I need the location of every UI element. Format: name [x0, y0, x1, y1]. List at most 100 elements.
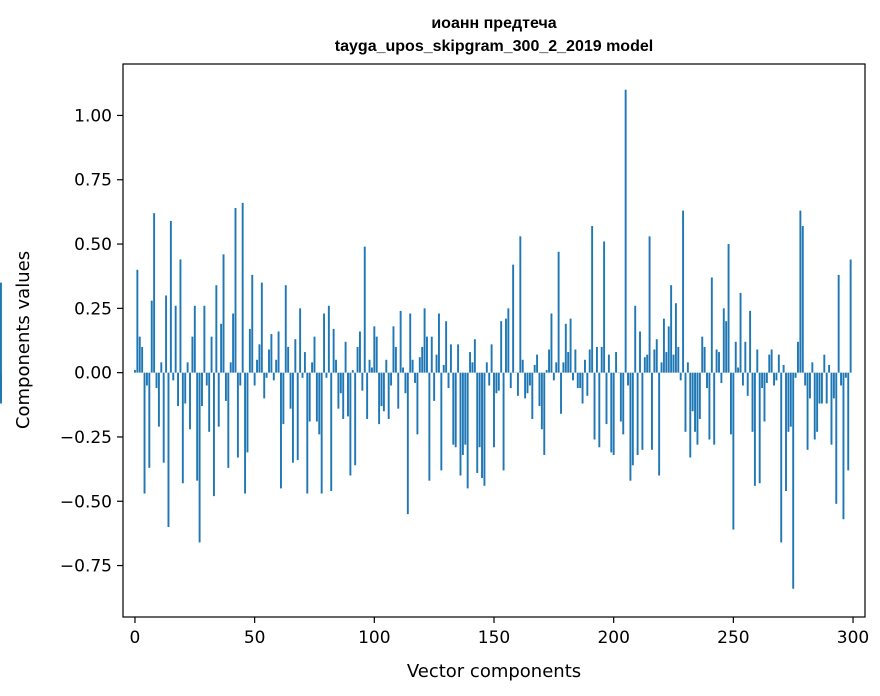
- bar: [581, 372, 584, 404]
- bar: [454, 372, 457, 448]
- bar: [679, 372, 682, 381]
- bar: [560, 372, 562, 414]
- y-tick-label: 0.00: [74, 364, 112, 384]
- bar: [576, 372, 579, 389]
- y-tick-label: 1.00: [74, 106, 112, 126]
- bar: [313, 336, 316, 373]
- bar: [837, 274, 840, 373]
- bar: [763, 372, 766, 422]
- bar: [627, 372, 629, 386]
- bar: [828, 364, 831, 373]
- bar: [485, 362, 488, 373]
- bar: [277, 331, 280, 373]
- bar: [442, 364, 445, 373]
- bar: [370, 367, 373, 373]
- bar: [849, 259, 852, 373]
- bar: [516, 372, 519, 396]
- y-axis-ticks: −0.75 −0.50 −0.25 0.00 0.25 0.50 0.75 1.00: [60, 106, 123, 577]
- bar: [301, 372, 304, 378]
- bar: [799, 210, 802, 373]
- bar: [552, 372, 555, 381]
- bar: [179, 259, 182, 373]
- bar: [746, 372, 749, 396]
- chart-subtitle: tayga_upos_skipgram_300_2_2019 model: [335, 38, 653, 55]
- bar: [703, 346, 706, 373]
- bar: [406, 372, 409, 515]
- bar: [847, 372, 850, 471]
- bar: [651, 372, 653, 450]
- bar: [234, 208, 237, 373]
- bar: [375, 336, 378, 373]
- bar: [162, 372, 165, 463]
- bar: [562, 362, 565, 373]
- bar: [227, 372, 230, 468]
- bar: [378, 372, 381, 425]
- bar: [662, 318, 665, 373]
- bar: [244, 372, 247, 494]
- bar: [820, 372, 823, 404]
- bar: [268, 349, 270, 373]
- bar: [342, 372, 345, 419]
- bar: [191, 336, 194, 373]
- bar: [196, 372, 199, 481]
- bar: [359, 331, 361, 373]
- bar: [610, 372, 613, 453]
- bar: [600, 346, 603, 373]
- bar: [658, 372, 661, 476]
- bar: [440, 372, 443, 471]
- bar: [555, 362, 558, 373]
- bar: [222, 254, 225, 373]
- bar: [459, 372, 462, 476]
- bar: [155, 372, 158, 389]
- bar: [545, 370, 548, 373]
- bar: [339, 372, 342, 394]
- bar: [521, 359, 524, 373]
- bar: [696, 372, 699, 445]
- bar: [217, 372, 220, 427]
- bar: [646, 354, 649, 373]
- bar: [686, 362, 689, 373]
- bar: [823, 354, 826, 373]
- bar: [471, 362, 474, 373]
- bar: [445, 321, 448, 373]
- bar: [426, 336, 428, 373]
- bar: [653, 349, 656, 373]
- x-tick-label: 50: [244, 628, 266, 648]
- bar: [744, 341, 747, 373]
- bar: [258, 344, 261, 373]
- bar: [150, 300, 153, 373]
- bar: [272, 372, 275, 381]
- bar: [536, 354, 539, 373]
- bar: [380, 372, 383, 407]
- bar: [236, 372, 239, 458]
- bar: [457, 344, 460, 373]
- bar: [495, 372, 498, 394]
- bar: [169, 220, 172, 373]
- bar: [404, 372, 407, 394]
- bar: [730, 372, 732, 435]
- bar: [172, 372, 175, 381]
- bar: [287, 346, 290, 373]
- bar: [473, 339, 476, 373]
- y-axis-label: Components values: [13, 251, 34, 429]
- bar: [210, 336, 213, 373]
- bar: [801, 226, 804, 373]
- bar: [165, 295, 168, 373]
- bar: [706, 372, 708, 389]
- y-tick-label: −0.25: [60, 428, 112, 448]
- bar: [502, 372, 505, 471]
- bar: [478, 372, 481, 448]
- bar: [481, 372, 483, 479]
- bar: [825, 372, 828, 404]
- bar: [641, 372, 644, 450]
- bar: [533, 364, 536, 373]
- x-tick-label: 250: [717, 628, 749, 648]
- bar: [174, 305, 177, 373]
- bar: [710, 277, 713, 373]
- bar: [591, 226, 594, 373]
- bar: [239, 372, 242, 386]
- bar: [722, 308, 725, 373]
- bar: [665, 352, 668, 373]
- bar: [260, 282, 263, 373]
